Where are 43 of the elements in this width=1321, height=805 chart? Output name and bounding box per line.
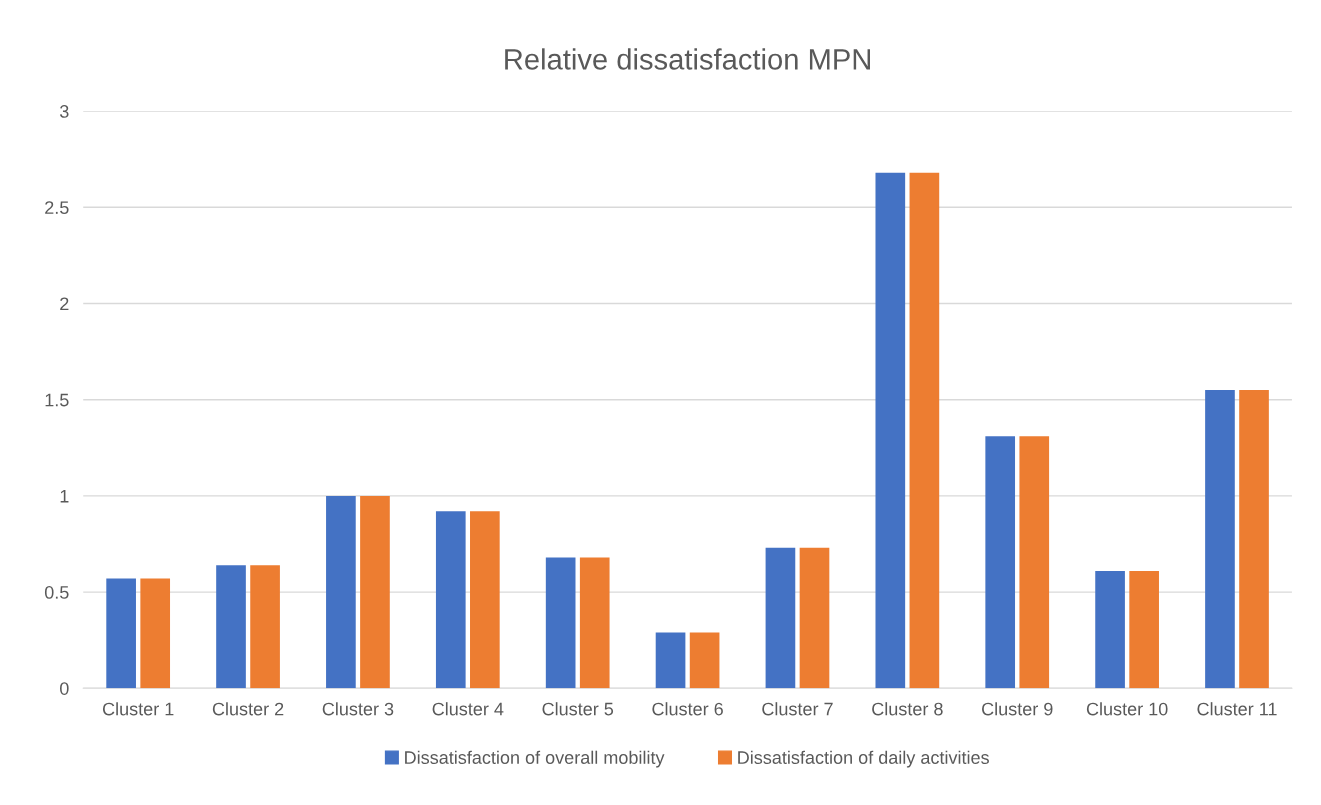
- x-tick-label: Cluster 10: [1086, 702, 1168, 716]
- bar: [1095, 570, 1125, 689]
- x-tick-label: Cluster 9: [982, 702, 1053, 716]
- bar: [360, 495, 390, 689]
- bar: [909, 172, 940, 689]
- bar: [689, 632, 720, 689]
- bar: [140, 578, 171, 689]
- bar: [435, 511, 466, 689]
- bar: [106, 578, 136, 689]
- x-tick-label: Cluster 3: [322, 702, 394, 716]
- bar: [1239, 390, 1269, 689]
- bar: [470, 511, 500, 689]
- bar: [875, 172, 906, 689]
- y-tick-label: 1.5: [45, 393, 69, 407]
- x-tick-label: Cluster 2: [212, 702, 284, 716]
- bar: [655, 632, 686, 689]
- x-tick-label: Cluster 5: [542, 702, 614, 716]
- y-tick-label: 2: [60, 297, 69, 311]
- x-tick-label: Cluster 7: [762, 702, 833, 716]
- bar: [799, 547, 830, 689]
- x-tick-label: Cluster 6: [652, 702, 723, 716]
- bar: [1205, 390, 1235, 689]
- legend-label: Dissatisfaction of overall mobility: [405, 750, 665, 768]
- bar: [326, 495, 356, 689]
- x-tick-label: Cluster 1: [102, 702, 174, 716]
- bar: [1019, 436, 1050, 689]
- y-tick-label: 1: [60, 490, 69, 503]
- bar: [765, 547, 796, 689]
- y-tick-label: 0: [60, 682, 69, 695]
- x-tick-label: Cluster 8: [872, 702, 943, 716]
- bar: [579, 557, 610, 689]
- chart-title: Relative dissatisfaction MPN: [505, 48, 870, 70]
- y-tick-label: 2.5: [45, 201, 69, 215]
- bar: [216, 565, 246, 689]
- x-tick-label: Cluster 4: [432, 702, 504, 716]
- x-tick-label: Cluster 11: [1197, 702, 1277, 716]
- legend-label: Dissatisfaction of daily activities: [738, 750, 989, 768]
- y-tick-label: 3: [59, 105, 69, 118]
- y-tick-label: 0.5: [44, 586, 69, 599]
- bar: [1129, 570, 1159, 689]
- bar: [250, 565, 280, 689]
- bar: [545, 557, 576, 689]
- bar: [985, 436, 1016, 689]
